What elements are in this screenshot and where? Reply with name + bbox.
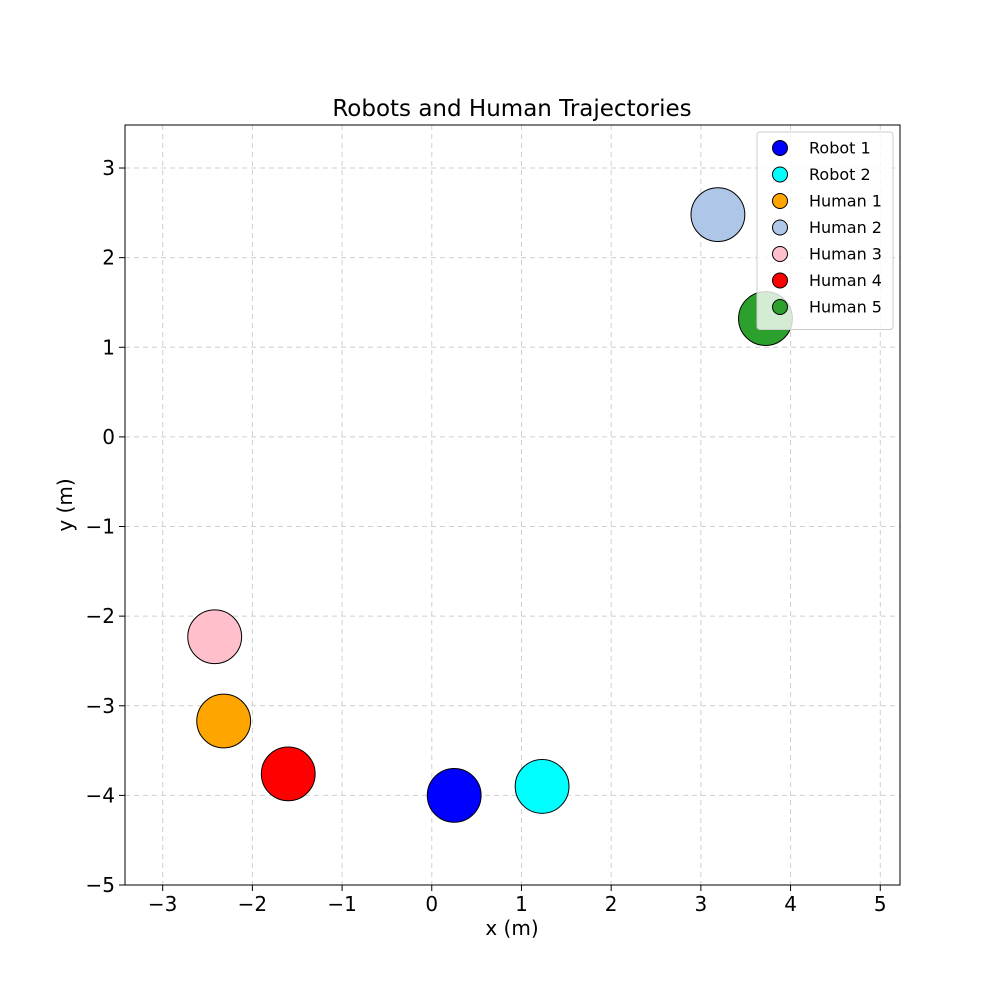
legend: Robot 1 Robot 2 Human 1 Human 2 Human 3 Human… (756, 131, 894, 330)
x-tick-label: 2 (605, 892, 618, 916)
legend-label: Human 5 (809, 298, 882, 317)
legend-marker (772, 166, 788, 183)
legend-label: Robot 1 (809, 139, 871, 158)
point-human-3 (187, 609, 243, 665)
x-tick-label: 3 (695, 892, 708, 916)
x-tick-label: 1 (515, 892, 528, 916)
point-human-1 (196, 693, 252, 749)
x-tick-label: −2 (238, 892, 267, 916)
legend-marker (772, 219, 788, 236)
x-tick-label: 4 (784, 892, 797, 916)
legend-label: Human 4 (809, 271, 882, 290)
legend-label: Human 1 (809, 192, 882, 211)
y-axis-label: y (m) (53, 478, 77, 531)
point-robot-2 (514, 759, 570, 814)
legend-marker (772, 272, 788, 289)
legend-marker (772, 246, 788, 262)
legend-marker (772, 193, 788, 209)
legend-label: Human 2 (809, 218, 882, 237)
chart-title: Robots and Human Trajectories (332, 96, 691, 122)
y-tick-label: −1 (86, 515, 115, 539)
legend-label: Human 3 (809, 245, 882, 264)
grid (125, 125, 900, 885)
plot-frame (124, 124, 901, 886)
x-tick-label: 0 (425, 892, 438, 916)
point-human-4 (260, 746, 316, 802)
legend-marker (772, 299, 788, 315)
y-tick-label: 2 (102, 246, 115, 270)
x-tick-label: 5 (874, 892, 887, 916)
legend-label: Robot 2 (809, 165, 871, 184)
x-axis-label: x (m) (485, 916, 538, 940)
axis-ticks: −3 −2 −1 0 1 2 3 4 5 −5 −4 −3 −2 −1 0 1 2 3 (86, 156, 887, 916)
x-tick-label: −3 (148, 892, 177, 916)
y-tick-label: 0 (102, 425, 115, 449)
y-tick-label: 1 (102, 335, 115, 359)
y-tick-label: −2 (86, 604, 115, 628)
x-tick-label: −1 (327, 892, 356, 916)
legend-box (756, 131, 894, 330)
y-tick-label: −3 (86, 694, 115, 718)
y-tick-label: −5 (86, 873, 115, 897)
point-robot-1 (426, 767, 482, 823)
data-points (187, 187, 793, 823)
point-human-2 (690, 187, 746, 243)
legend-marker (772, 140, 788, 156)
y-tick-label: 3 (102, 156, 115, 180)
y-tick-label: −4 (86, 783, 115, 807)
